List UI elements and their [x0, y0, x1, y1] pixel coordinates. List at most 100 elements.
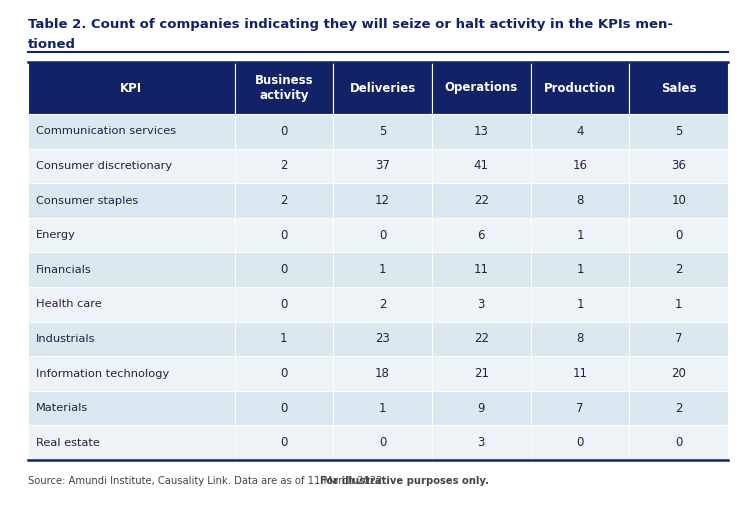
- Bar: [235, 425, 333, 460]
- Bar: [28, 252, 235, 287]
- Text: 0: 0: [280, 229, 287, 242]
- Text: Energy: Energy: [36, 230, 76, 240]
- Text: Consumer staples: Consumer staples: [36, 195, 138, 206]
- Bar: [432, 218, 530, 252]
- Bar: [235, 287, 333, 322]
- Text: 3: 3: [478, 436, 485, 449]
- Text: Industrials: Industrials: [36, 334, 95, 344]
- Text: 4: 4: [576, 125, 584, 138]
- Text: 22: 22: [474, 332, 489, 345]
- Bar: [333, 62, 432, 114]
- Bar: [629, 356, 728, 391]
- Text: 13: 13: [474, 125, 489, 138]
- Text: 11: 11: [572, 367, 587, 380]
- Text: 2: 2: [280, 160, 287, 172]
- Bar: [432, 62, 530, 114]
- Text: 1: 1: [675, 298, 682, 311]
- Text: 2: 2: [379, 298, 386, 311]
- Bar: [333, 218, 432, 252]
- Text: Table 2. Count of companies indicating they will seize or halt activity in the K: Table 2. Count of companies indicating t…: [28, 18, 673, 31]
- Bar: [530, 252, 629, 287]
- Bar: [333, 183, 432, 218]
- Text: 12: 12: [375, 194, 390, 207]
- Bar: [333, 114, 432, 149]
- Bar: [235, 114, 333, 149]
- Bar: [432, 322, 530, 356]
- Bar: [530, 183, 629, 218]
- Text: 0: 0: [280, 263, 287, 276]
- Bar: [629, 218, 728, 252]
- Text: tioned: tioned: [28, 38, 76, 51]
- Bar: [333, 322, 432, 356]
- Bar: [629, 425, 728, 460]
- Text: 9: 9: [478, 402, 485, 415]
- Text: Operations: Operations: [445, 82, 518, 94]
- Bar: [629, 62, 728, 114]
- Text: 0: 0: [675, 229, 682, 242]
- Text: For illustrative purposes only.: For illustrative purposes only.: [320, 476, 488, 486]
- Text: 0: 0: [675, 436, 682, 449]
- Text: Information technology: Information technology: [36, 368, 170, 379]
- Text: Communication services: Communication services: [36, 126, 176, 136]
- Bar: [530, 218, 629, 252]
- Bar: [432, 425, 530, 460]
- Bar: [530, 322, 629, 356]
- Text: 3: 3: [478, 298, 485, 311]
- Text: 0: 0: [379, 229, 386, 242]
- Bar: [629, 252, 728, 287]
- Bar: [432, 391, 530, 425]
- Text: Real estate: Real estate: [36, 438, 100, 448]
- Bar: [28, 391, 235, 425]
- Text: 0: 0: [280, 402, 287, 415]
- Bar: [235, 322, 333, 356]
- Text: 1: 1: [379, 263, 386, 276]
- Text: 0: 0: [280, 125, 287, 138]
- Text: 2: 2: [675, 402, 682, 415]
- Bar: [333, 287, 432, 322]
- Text: 1: 1: [576, 263, 584, 276]
- Text: 1: 1: [576, 298, 584, 311]
- Bar: [235, 356, 333, 391]
- Bar: [530, 62, 629, 114]
- Bar: [629, 149, 728, 183]
- Text: Sales: Sales: [661, 82, 697, 94]
- Text: 0: 0: [379, 436, 386, 449]
- Bar: [28, 287, 235, 322]
- Bar: [235, 218, 333, 252]
- Text: 1: 1: [576, 229, 584, 242]
- Text: 0: 0: [576, 436, 584, 449]
- Text: Health care: Health care: [36, 299, 102, 309]
- Text: 18: 18: [375, 367, 390, 380]
- Text: KPI: KPI: [120, 82, 142, 94]
- Text: 37: 37: [375, 160, 390, 172]
- Bar: [530, 114, 629, 149]
- Text: 0: 0: [280, 436, 287, 449]
- Bar: [333, 252, 432, 287]
- Text: Materials: Materials: [36, 403, 88, 413]
- Text: 8: 8: [576, 194, 584, 207]
- Text: 7: 7: [576, 402, 584, 415]
- Bar: [28, 149, 235, 183]
- Bar: [333, 149, 432, 183]
- Bar: [432, 149, 530, 183]
- Bar: [432, 183, 530, 218]
- Bar: [28, 356, 235, 391]
- Bar: [235, 183, 333, 218]
- Bar: [333, 391, 432, 425]
- Bar: [530, 425, 629, 460]
- Text: 41: 41: [474, 160, 489, 172]
- Text: 36: 36: [671, 160, 686, 172]
- Bar: [432, 114, 530, 149]
- Text: 8: 8: [576, 332, 584, 345]
- Text: 16: 16: [572, 160, 587, 172]
- Text: 5: 5: [675, 125, 682, 138]
- Text: 5: 5: [379, 125, 386, 138]
- Bar: [432, 252, 530, 287]
- Bar: [629, 391, 728, 425]
- Bar: [28, 322, 235, 356]
- Bar: [333, 356, 432, 391]
- Text: 10: 10: [671, 194, 686, 207]
- Bar: [28, 218, 235, 252]
- Text: Consumer discretionary: Consumer discretionary: [36, 161, 172, 171]
- Text: Source: Amundi Institute, Causality Link. Data are as of 11 March 2022.: Source: Amundi Institute, Causality Link…: [28, 476, 389, 486]
